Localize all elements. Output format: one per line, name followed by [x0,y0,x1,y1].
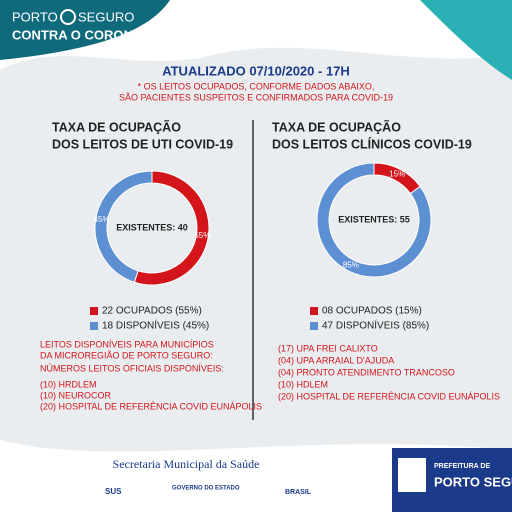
campaign: CONTRA O CORONA [12,27,143,42]
list-item: (04) PRONTO ATENDIMENTO TRANCOSO [278,367,455,377]
legend-swatch [90,307,98,315]
logo: SUS [105,487,122,496]
chart-title: TAXA DE OCUPAÇÃO [52,119,181,134]
list-item: (10) HRDLEM [40,379,97,389]
chart-title: TAXA DE OCUPAÇÃO [272,119,401,134]
coat-of-arms [398,458,426,492]
legend-swatch [310,322,318,330]
brand: SEGURO [78,9,134,24]
legend-label: 22 OCUPADOS (55%) [102,306,202,317]
list-heading: DA MICROREGIÃO DE PORTO SEGURO: [40,350,213,360]
list-item: (17) UPA FREI CALIXTO [278,343,378,353]
department: Secretaria Municipal da Saúde [113,457,260,471]
list-item: (04) UPA ARRAIAL D'AJUDA [278,355,394,365]
value-label: 15% [389,170,405,179]
list-heading: LEITOS DISPONÍVEIS PARA MUNICÍPIOS [40,339,214,349]
legend-swatch [310,307,318,315]
value-label: 55% [194,231,210,240]
note: * OS LEITOS OCUPADOS, CONFORME DADOS ABA… [138,81,375,91]
chart-title: DOS LEITOS CLÍNICOS COVID-19 [272,136,472,151]
logo: GOVERNO DO ESTADO [172,486,240,492]
center-label: EXISTENTES: 55 [338,214,410,224]
donut-segment [316,162,432,278]
legend-label: 18 DISPONÍVEIS (45%) [102,319,209,332]
legend-swatch [90,322,98,330]
logo: BRASIL [285,489,312,496]
city-label: PREFEITURA DE [434,463,490,470]
legend-label: 08 OCUPADOS (15%) [322,306,422,317]
chart-title: DOS LEITOS DE UTI COVID-19 [52,137,233,151]
value-label: 45% [94,215,110,224]
list-subheading: NÚMEROS LEITOS OFICIAIS DISPONÍVEIS: [40,363,224,373]
note: SÃO PACIENTES SUSPEITOS E CONFIRMADOS PA… [119,92,393,102]
list-item: (20) HOSPITAL DE REFERÊNCIA COVID EUNÁPO… [278,391,500,401]
center-label: EXISTENTES: 40 [116,222,188,232]
updated: ATUALIZADO 07/10/2020 - 17H [162,63,350,78]
footer-band [0,440,512,512]
legend-label: 47 DISPONÍVEIS (85%) [322,319,429,332]
list-item: (20) HOSPITAL DE REFERÊNCIA COVID EUNÁPO… [40,401,262,411]
corner-shape [420,0,512,80]
city-name: PORTO SEGURO [434,474,512,489]
header-shape [0,0,170,60]
virus-icon [60,9,76,25]
list-item: (10) NEUROCOR [40,390,112,400]
donut-segment [94,170,153,283]
list-item: (10) HDLEM [278,379,328,389]
value-label: 85% [343,261,359,270]
brand: PORTO [12,9,58,24]
